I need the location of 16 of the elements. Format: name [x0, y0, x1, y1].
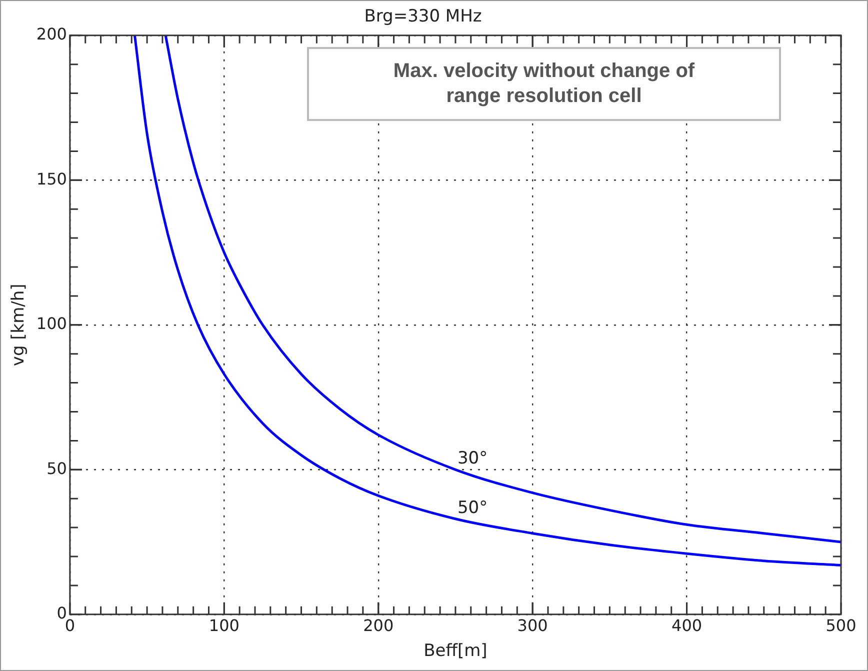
x-tick-label: 200 — [363, 616, 394, 636]
x-axis-title: Beff[m] — [424, 641, 488, 662]
x-tick-label: 100 — [208, 616, 240, 636]
text-box: Max. velocity without change of range resolution cell — [307, 47, 781, 122]
y-tick-label: 200 — [36, 24, 67, 44]
y-tick-label: 50 — [46, 458, 67, 478]
y-tick-label: 0 — [56, 604, 67, 623]
chart-title: Brg=330 MHz — [364, 6, 482, 27]
x-tick-label: 500 — [826, 616, 856, 636]
y-tick-label: 150 — [36, 169, 67, 188]
x-tick-label: 400 — [672, 616, 702, 636]
series-label: 50° — [457, 498, 488, 518]
series-label: 30° — [457, 448, 488, 469]
x-tick-label: 300 — [517, 616, 548, 636]
y-axis-title: vg [km/h] — [8, 284, 29, 366]
y-tick-label: 100 — [36, 314, 67, 334]
